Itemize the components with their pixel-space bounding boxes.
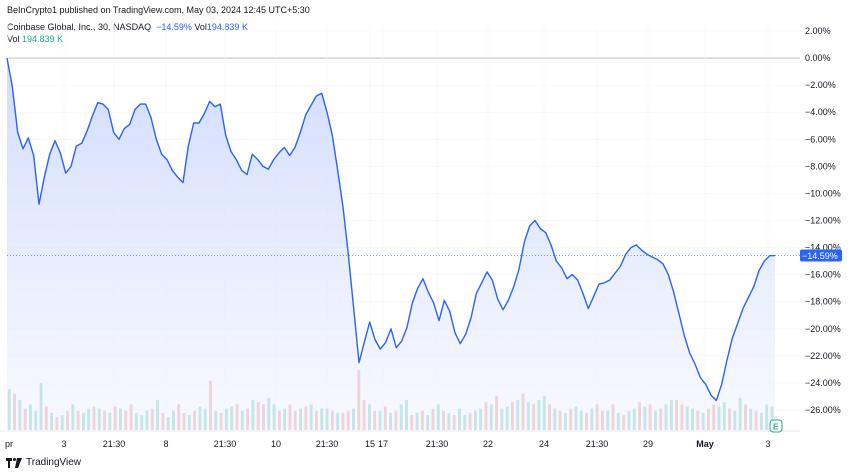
x-tick-label: 3	[61, 439, 66, 449]
footer-brand[interactable]: TradingView	[6, 457, 81, 468]
x-tick-label: 21:30	[103, 439, 126, 449]
x-tick-label: May	[696, 439, 714, 449]
y-tick-label: −20.00%	[805, 324, 841, 334]
earnings-marker-letter: E	[773, 423, 779, 432]
vol-inline-label: Vol	[194, 22, 207, 32]
x-tick-label: 21:30	[214, 439, 237, 449]
last-value-badge	[800, 249, 842, 262]
tradingview-logo-icon	[6, 457, 22, 468]
vol-value: 194.839 K	[22, 34, 64, 44]
y-tick-label: 0.00%	[805, 53, 831, 63]
price-area	[7, 58, 775, 430]
y-tick-label: −14.00%	[805, 243, 841, 253]
symbol-line: Coinbase Global, Inc., 30, NASDAQ −14.59…	[7, 22, 248, 32]
publisher-line: BeInCrypto1 published on TradingView.com…	[7, 5, 310, 15]
x-tick-label: 21:30	[586, 439, 609, 449]
change-value: −14.59%	[156, 22, 192, 32]
x-tick-label: 3	[765, 439, 770, 449]
y-tick-label: −22.00%	[805, 351, 841, 361]
vol-inline-value: 194.839 K	[206, 22, 248, 32]
x-tick-label: 29	[643, 439, 653, 449]
vol-label: Vol	[7, 34, 20, 44]
x-tick-label: 22	[483, 439, 493, 449]
price-line	[6, 57, 776, 402]
x-tick-label: 10	[271, 439, 281, 449]
x-tick-label: 21:30	[316, 439, 339, 449]
footer-brand-label: TradingView	[26, 457, 82, 468]
y-tick-label: −24.00%	[805, 378, 841, 388]
y-tick-label: 2.00%	[805, 26, 831, 36]
last-value-label: −14.59%	[802, 251, 838, 261]
earnings-marker-box	[769, 419, 783, 433]
x-tick-label: 24	[539, 439, 549, 449]
x-tick-label: 17	[378, 439, 388, 449]
vol-line: Vol 194.839 K	[7, 34, 63, 44]
y-tick-label: −2.00%	[805, 80, 836, 90]
earnings-marker-icon[interactable]: E	[769, 419, 783, 433]
y-tick-label: −12.00%	[805, 216, 841, 226]
y-tick-label: −18.00%	[805, 297, 841, 307]
y-tick-label: −16.00%	[805, 270, 841, 280]
y-tick-label: −6.00%	[805, 134, 836, 144]
symbol-name: Coinbase Global, Inc., 30, NASDAQ	[7, 22, 152, 32]
x-tick-label: 8	[163, 439, 168, 449]
y-tick-label: −10.00%	[805, 188, 841, 198]
x-tick-label: pr	[5, 439, 13, 449]
x-tick-label: 21:30	[426, 439, 449, 449]
x-tick-label: 15	[365, 439, 375, 449]
y-tick-label: −8.00%	[805, 161, 836, 171]
y-tick-label: −26.00%	[805, 405, 841, 415]
y-tick-label: −4.00%	[805, 107, 836, 117]
